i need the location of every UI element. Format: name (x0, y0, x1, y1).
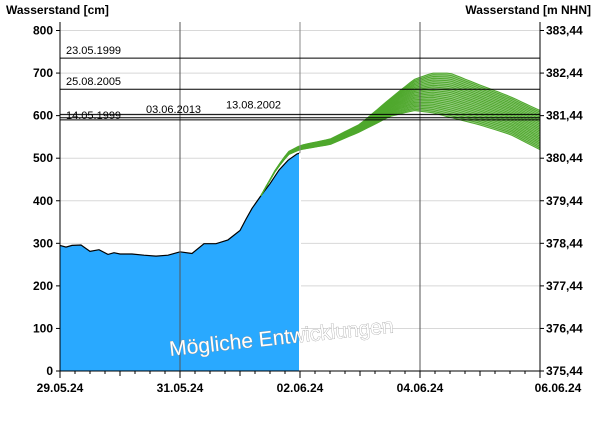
left-tick-label-3: 300 (33, 236, 53, 250)
left-tick-label-0: 0 (46, 364, 53, 378)
x-tick-label-3: 04.06.24 (397, 381, 444, 395)
historic-label-4: 13.08.2002 (226, 99, 281, 111)
x-tick-label-0: 29.05.24 (37, 381, 84, 395)
right-tick-label-3: 378,44 (546, 236, 583, 250)
measured-line (59, 152, 301, 257)
right-axis-title: Wasserstand [m NHN] (465, 3, 591, 17)
historic-label-0: 23.05.1999 (66, 45, 121, 57)
x-tick-label-1: 31.05.24 (157, 381, 204, 395)
left-tick-label-5: 500 (33, 151, 53, 165)
historic-label-2: 14.05.1999 (66, 110, 121, 122)
left-tick-label-8: 800 (33, 24, 53, 38)
left-tick-label-1: 100 (33, 321, 53, 335)
right-tick-label-8: 383,44 (546, 24, 583, 38)
x-tick-label-2: 02.06.24 (277, 381, 324, 395)
left-axis-title: Wasserstand [cm] (6, 3, 109, 17)
right-tick-label-0: 375,44 (546, 364, 583, 378)
historic-label-3: 03.06.2013 (146, 104, 201, 116)
right-tick-label-1: 376,44 (546, 321, 583, 335)
forecast-band (261, 73, 540, 196)
right-tick-label-4: 379,44 (546, 194, 583, 208)
left-tick-label-6: 600 (33, 109, 53, 123)
forecast-member-23 (260, 72, 541, 196)
x-tick-label-4: 06.06.24 (535, 381, 582, 395)
right-tick-label-7: 382,44 (546, 66, 583, 80)
historic-label-1: 25.08.2005 (66, 76, 121, 88)
right-tick-label-6: 381,44 (546, 109, 583, 123)
right-tick-label-2: 377,44 (546, 279, 583, 293)
plot-area: 23.05.1999 25.08.2005 14.05.1999 03.06.2013… (33, 22, 583, 395)
left-tick-label-7: 700 (33, 66, 53, 80)
right-tick-label-5: 380,44 (546, 151, 583, 165)
left-tick-label-2: 200 (33, 279, 53, 293)
left-tick-label-4: 400 (33, 194, 53, 208)
